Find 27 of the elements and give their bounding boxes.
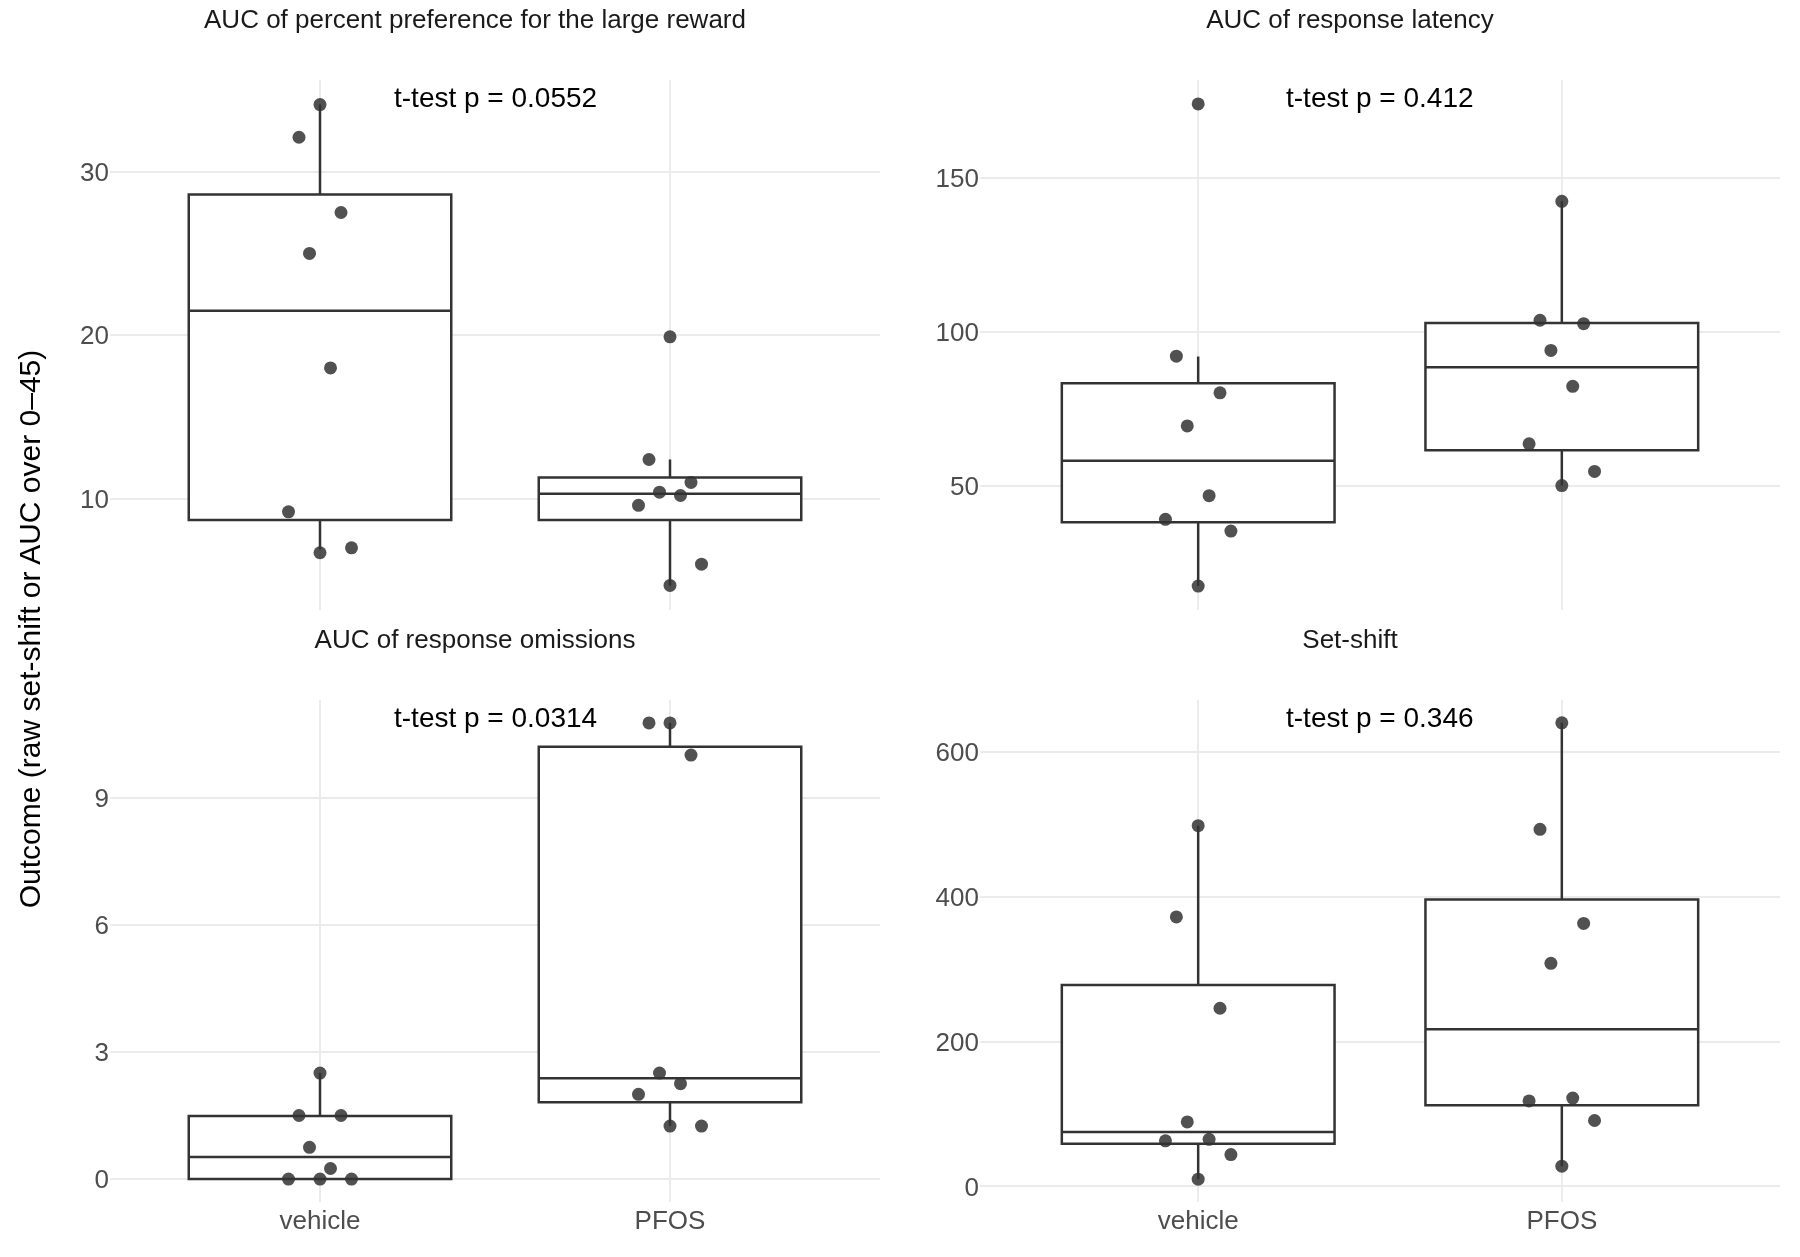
annotation: t-test p = 0.346 xyxy=(1286,702,1474,733)
chart-title: AUC of response omissions xyxy=(314,623,636,654)
y-tick-label: 3 xyxy=(94,1037,109,1068)
annotation: t-test p = 0.0314 xyxy=(394,702,598,733)
annotation: t-test p = 0.0552 xyxy=(394,82,598,113)
y-axis-title: Outcome (raw set-shift or AUC over 0–45) xyxy=(13,349,47,908)
x-tick-label: PFOS xyxy=(1526,1205,1598,1235)
y-tick-label: 50 xyxy=(950,470,979,501)
y-tick-label: 400 xyxy=(935,881,979,912)
y-tick-label: 10 xyxy=(80,483,109,514)
y-tick-label: 0 xyxy=(94,1164,109,1195)
y-tick-label: 600 xyxy=(935,736,979,767)
x-tick-label: vehicle xyxy=(1157,1205,1239,1235)
y-tick-label: 30 xyxy=(80,156,109,187)
y-tick-label: 6 xyxy=(94,909,109,940)
y-tick-label: 150 xyxy=(935,163,979,194)
x-tick-label: vehicle xyxy=(279,1205,361,1235)
chart-title: AUC of percent preference for the large reward xyxy=(204,3,746,34)
x-tick-label: PFOS xyxy=(634,1205,706,1235)
y-tick-label: 9 xyxy=(94,782,109,813)
y-tick-label: 20 xyxy=(80,320,109,351)
y-tick-label: 0 xyxy=(964,1171,979,1202)
y-tick-label: 200 xyxy=(935,1026,979,1057)
chart-title: AUC of response latency xyxy=(1206,3,1494,34)
annotation: t-test p = 0.412 xyxy=(1286,82,1474,113)
y-tick-label: 100 xyxy=(935,317,979,348)
chart-title: Set-shift xyxy=(1302,623,1399,654)
